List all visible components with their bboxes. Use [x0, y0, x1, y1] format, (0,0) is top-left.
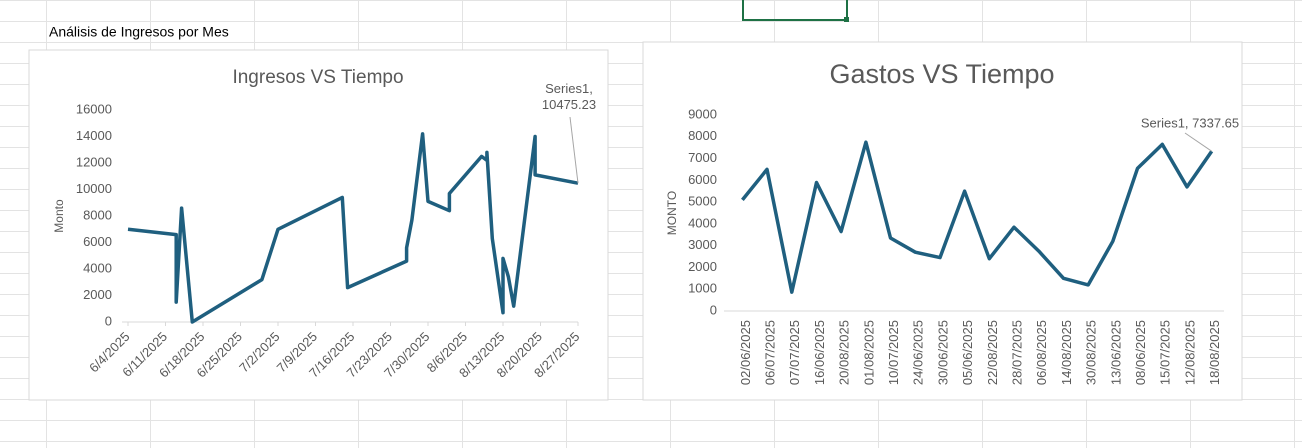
y-tick-label: 2000: [688, 259, 717, 274]
fill-handle[interactable]: [844, 17, 849, 22]
y-axis-title: MONTO: [665, 191, 679, 235]
selected-cell[interactable]: [742, 0, 848, 21]
data-label: Series1, 7337.65: [1141, 115, 1239, 130]
y-tick-label: 3000: [688, 237, 717, 252]
x-tick-label: 01/08/2025: [861, 320, 876, 385]
y-axis-title: Monto: [52, 199, 66, 233]
data-label-line: 10475.23: [542, 97, 596, 112]
x-tick-label: 20/08/2025: [837, 320, 852, 385]
y-tick-label: 14000: [76, 128, 112, 143]
x-tick-label: 14/08/2025: [1059, 320, 1074, 385]
x-tick-label: 30/08/2025: [1084, 320, 1099, 385]
y-tick-label: 5000: [688, 194, 717, 209]
y-tick-label: 4000: [688, 215, 717, 230]
series-line: [127, 132, 579, 324]
x-tick-label: 06/08/2025: [1034, 320, 1049, 385]
y-tick-label: 12000: [76, 154, 112, 169]
chart-frame[interactable]: [642, 41, 1243, 401]
x-tick-label: 02/06/2025: [738, 320, 753, 385]
y-tick-label: 4000: [83, 260, 112, 275]
x-tick-label: 22/08/2025: [985, 320, 1000, 385]
x-tick-label: 30/06/2025: [935, 320, 950, 385]
x-tick-label: 28/07/2025: [1009, 320, 1024, 385]
y-tick-label: 6000: [83, 234, 112, 249]
data-label-line: Series1,: [545, 81, 593, 96]
data-label: Series1, 10475.23: [542, 81, 596, 112]
x-tick-label: 08/06/2025: [1133, 320, 1148, 385]
x-tick-label: 16/06/2025: [812, 320, 827, 385]
y-tick-label: 8000: [83, 207, 112, 222]
y-tick-label: 7000: [688, 150, 717, 165]
x-tick-label: 18/08/2025: [1207, 320, 1222, 385]
x-tick-label: 15/07/2025: [1158, 320, 1173, 385]
sheet-heading: Análisis de Ingresos por Mes: [49, 24, 229, 40]
x-tick-label: 13/06/2025: [1108, 320, 1123, 385]
y-tick-label: 2000: [83, 287, 112, 302]
label-leader: [1184, 132, 1212, 152]
series-line: [741, 140, 1214, 294]
y-tick-label: 6000: [688, 172, 717, 187]
x-tick-label: 05/06/2025: [960, 320, 975, 385]
x-tick-label: 10/07/2025: [886, 320, 901, 385]
y-tick-label: 9000: [688, 106, 717, 121]
x-tick-label: 12/08/2025: [1182, 320, 1197, 385]
x-tick-label: 06/07/2025: [762, 320, 777, 385]
chart-frame[interactable]: [28, 49, 609, 401]
y-tick-label: 0: [105, 313, 112, 328]
y-tick-label: 1000: [688, 281, 717, 296]
x-tick-label: 07/07/2025: [787, 320, 802, 385]
chart-title: Gastos VS Tiempo: [829, 59, 1054, 89]
y-tick-label: 16000: [76, 101, 112, 116]
x-tick-label: 24/06/2025: [911, 320, 926, 385]
label-leader: [569, 116, 579, 184]
y-tick-label: 10000: [76, 181, 112, 196]
chart-title: Ingresos VS Tiempo: [232, 67, 403, 88]
y-tick-label: 8000: [688, 128, 717, 143]
y-tick-label: 0: [710, 302, 717, 317]
